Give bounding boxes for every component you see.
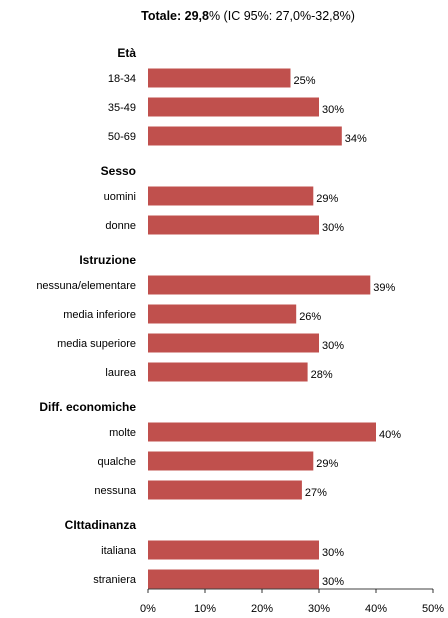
data-label: 28%	[311, 369, 333, 381]
plot-area: Età 18-34 25% 35-49 30% 50-69 34% Sesso uomini 29…	[36, 46, 401, 589]
category-label: 35-49	[108, 102, 136, 114]
bar	[148, 569, 319, 589]
x-tick-label: 50%	[422, 603, 444, 615]
category-label: nessuna/elementare	[36, 280, 136, 292]
group-label: CIttadinanza	[65, 518, 137, 532]
category-label: 50-69	[108, 131, 136, 143]
bar	[148, 68, 291, 88]
category-label: molte	[109, 427, 136, 439]
category-label: 18-34	[108, 73, 136, 85]
group-label: Sesso	[101, 164, 136, 178]
bar	[148, 333, 319, 353]
data-label: 34%	[345, 133, 367, 145]
data-label: 30%	[322, 576, 344, 588]
x-tick-label: 40%	[365, 603, 387, 615]
bar	[148, 451, 314, 471]
bar	[148, 540, 319, 560]
bar	[148, 304, 297, 324]
category-label: uomini	[104, 191, 136, 203]
data-label: 27%	[305, 487, 327, 499]
data-label: 25%	[294, 75, 316, 87]
chart-title: Totale: 29,8% (IC 95%: 27,0%-32,8%)	[141, 9, 355, 23]
bar	[148, 275, 371, 295]
x-tick-label: 10%	[194, 603, 216, 615]
bar	[148, 215, 319, 235]
data-label: 30%	[322, 340, 344, 352]
category-label: media inferiore	[63, 309, 136, 321]
data-label: 29%	[316, 193, 338, 205]
category-label: straniera	[93, 574, 137, 586]
chart-title-total: Totale: 29,8	[141, 9, 209, 23]
category-label: qualche	[97, 456, 136, 468]
bar	[148, 97, 319, 117]
bar	[148, 480, 302, 500]
x-tick-label: 0%	[140, 603, 156, 615]
category-label: laurea	[105, 367, 136, 379]
data-label: 39%	[373, 282, 395, 294]
category-label: nessuna	[94, 485, 136, 497]
data-label: 30%	[322, 547, 344, 559]
group-label: Età	[117, 46, 136, 60]
data-label: 40%	[379, 429, 401, 441]
data-label: 30%	[322, 222, 344, 234]
data-label: 29%	[316, 458, 338, 470]
data-label: 26%	[299, 311, 321, 323]
chart-title-ci: % (IC 95%: 27,0%-32,8%)	[209, 9, 355, 23]
bar	[148, 186, 314, 206]
category-label: media superiore	[57, 338, 136, 350]
bar	[148, 126, 342, 146]
bar	[148, 422, 376, 442]
x-axis: 0% 10% 20% 30% 40% 50%	[140, 588, 444, 615]
data-label: 30%	[322, 104, 344, 116]
group-label: Istruzione	[79, 253, 136, 267]
group-label: Diff. economiche	[39, 400, 136, 414]
category-label: donne	[105, 220, 136, 232]
x-tick-label: 20%	[251, 603, 273, 615]
bar	[148, 362, 308, 382]
x-tick-label: 30%	[308, 603, 330, 615]
category-label: italiana	[101, 545, 137, 557]
